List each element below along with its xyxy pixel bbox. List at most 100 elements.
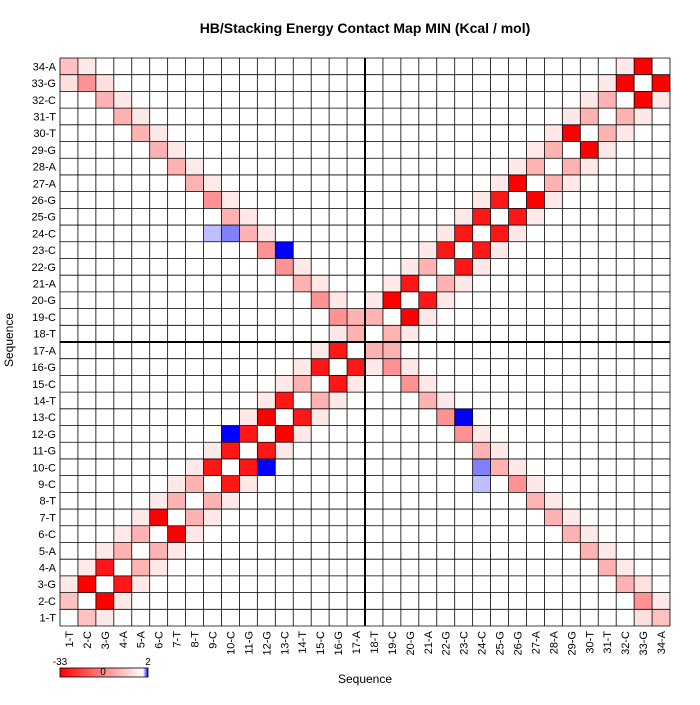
- heatmap-cell: [454, 308, 473, 326]
- heatmap-cell: [472, 241, 491, 259]
- heatmap-cell: [221, 525, 240, 543]
- heatmap-cell: [95, 158, 114, 175]
- heatmap-cell: [131, 258, 150, 276]
- heatmap-cell: [203, 475, 222, 493]
- heatmap-cell: [95, 141, 114, 159]
- heatmap-cell: [311, 525, 330, 543]
- heatmap-cell: [60, 124, 78, 142]
- heatmap-cell: [454, 575, 473, 593]
- heatmap-cell: [329, 559, 348, 576]
- heatmap-cell: [580, 258, 599, 276]
- heatmap-cell: [436, 509, 455, 526]
- heatmap-cell: [436, 458, 455, 476]
- heatmap-cell: [95, 191, 114, 209]
- heatmap-cell: [239, 108, 258, 125]
- heatmap-cell: [257, 91, 276, 109]
- heatmap-cell: [508, 191, 527, 209]
- heatmap-cell: [508, 458, 527, 476]
- heatmap-cell: [221, 442, 240, 459]
- heatmap-cell: [113, 258, 132, 276]
- heatmap-cell: [77, 475, 96, 493]
- heatmap-cell: [490, 291, 509, 309]
- heatmap-cell: [544, 158, 563, 175]
- heatmap-cell: [95, 342, 114, 359]
- heatmap-cell: [616, 375, 635, 393]
- heatmap-cell: [400, 575, 419, 593]
- heatmap-cell: [634, 325, 653, 342]
- heatmap-cell: [329, 392, 348, 409]
- heatmap-cell: [598, 425, 617, 443]
- heatmap-cell: [113, 174, 132, 192]
- heatmap-cell: [185, 225, 204, 242]
- heatmap-cell: [293, 91, 312, 109]
- heatmap-cell: [652, 58, 670, 75]
- heatmap-cell: [526, 308, 545, 326]
- heatmap-cell: [77, 325, 96, 342]
- heatmap-cell: [634, 559, 653, 576]
- heatmap-cell: [365, 91, 383, 109]
- heatmap-cell: [77, 425, 96, 443]
- heatmap-cell: [544, 74, 563, 92]
- heatmap-cell: [400, 225, 419, 242]
- heatmap-cells: [60, 58, 670, 626]
- heatmap-cell: [562, 58, 581, 75]
- heatmap-cell: [311, 108, 330, 125]
- heatmap-cell: [293, 124, 312, 142]
- heatmap-cell: [257, 74, 276, 92]
- heatmap-cell: [185, 124, 204, 142]
- heatmap-cell: [454, 108, 473, 125]
- heatmap-cell: [436, 275, 455, 292]
- y-tick-label: 33-G: [32, 78, 56, 90]
- y-tick-label: 24-C: [32, 228, 56, 240]
- heatmap-cell: [221, 592, 240, 610]
- heatmap-cell: [95, 291, 114, 309]
- heatmap-cell: [149, 225, 168, 242]
- heatmap-cell: [472, 375, 491, 393]
- heatmap-cell: [652, 74, 670, 92]
- heatmap-cell: [347, 275, 365, 292]
- heatmap-cell: [275, 108, 294, 125]
- heatmap-cell: [131, 542, 150, 560]
- heatmap-cell: [526, 342, 545, 359]
- heatmap-cell: [167, 425, 186, 443]
- heatmap-cell: [652, 91, 670, 109]
- heatmap-cell: [221, 492, 240, 510]
- heatmap-cell: [185, 425, 204, 443]
- heatmap-cell: [562, 592, 581, 610]
- x-tick-label: 25-G: [495, 631, 507, 655]
- heatmap-cell: [203, 124, 222, 142]
- heatmap-cell: [131, 575, 150, 593]
- heatmap-cell: [490, 525, 509, 543]
- heatmap-cell: [275, 225, 294, 242]
- heatmap-cell: [382, 392, 401, 409]
- heatmap-cell: [382, 308, 401, 326]
- heatmap-cell: [275, 325, 294, 342]
- heatmap-cell: [508, 291, 527, 309]
- heatmap-cell: [454, 392, 473, 409]
- x-tick-label: 4-A: [118, 630, 130, 648]
- heatmap-cell: [562, 458, 581, 476]
- heatmap-cell: [454, 342, 473, 359]
- heatmap-cell: [239, 358, 258, 376]
- heatmap-cell: [472, 74, 491, 92]
- heatmap-cell: [634, 241, 653, 259]
- heatmap-cell: [365, 241, 383, 259]
- heatmap-cell: [221, 124, 240, 142]
- x-axis-label: Sequence: [338, 672, 392, 686]
- heatmap-cell: [185, 58, 204, 75]
- heatmap-cell: [329, 609, 348, 626]
- heatmap-cell: [634, 225, 653, 242]
- heatmap-cell: [311, 174, 330, 192]
- heatmap-cell: [382, 158, 401, 175]
- heatmap-cell: [221, 475, 240, 493]
- heatmap-cell: [652, 542, 670, 560]
- heatmap-cell: [329, 509, 348, 526]
- heatmap-cell: [311, 342, 330, 359]
- heatmap-cell: [508, 158, 527, 175]
- heatmap-cell: [365, 509, 383, 526]
- heatmap-cell: [311, 258, 330, 276]
- heatmap-cell: [365, 141, 383, 159]
- heatmap-cell: [311, 241, 330, 259]
- heatmap-cell: [490, 475, 509, 493]
- heatmap-cell: [149, 58, 168, 75]
